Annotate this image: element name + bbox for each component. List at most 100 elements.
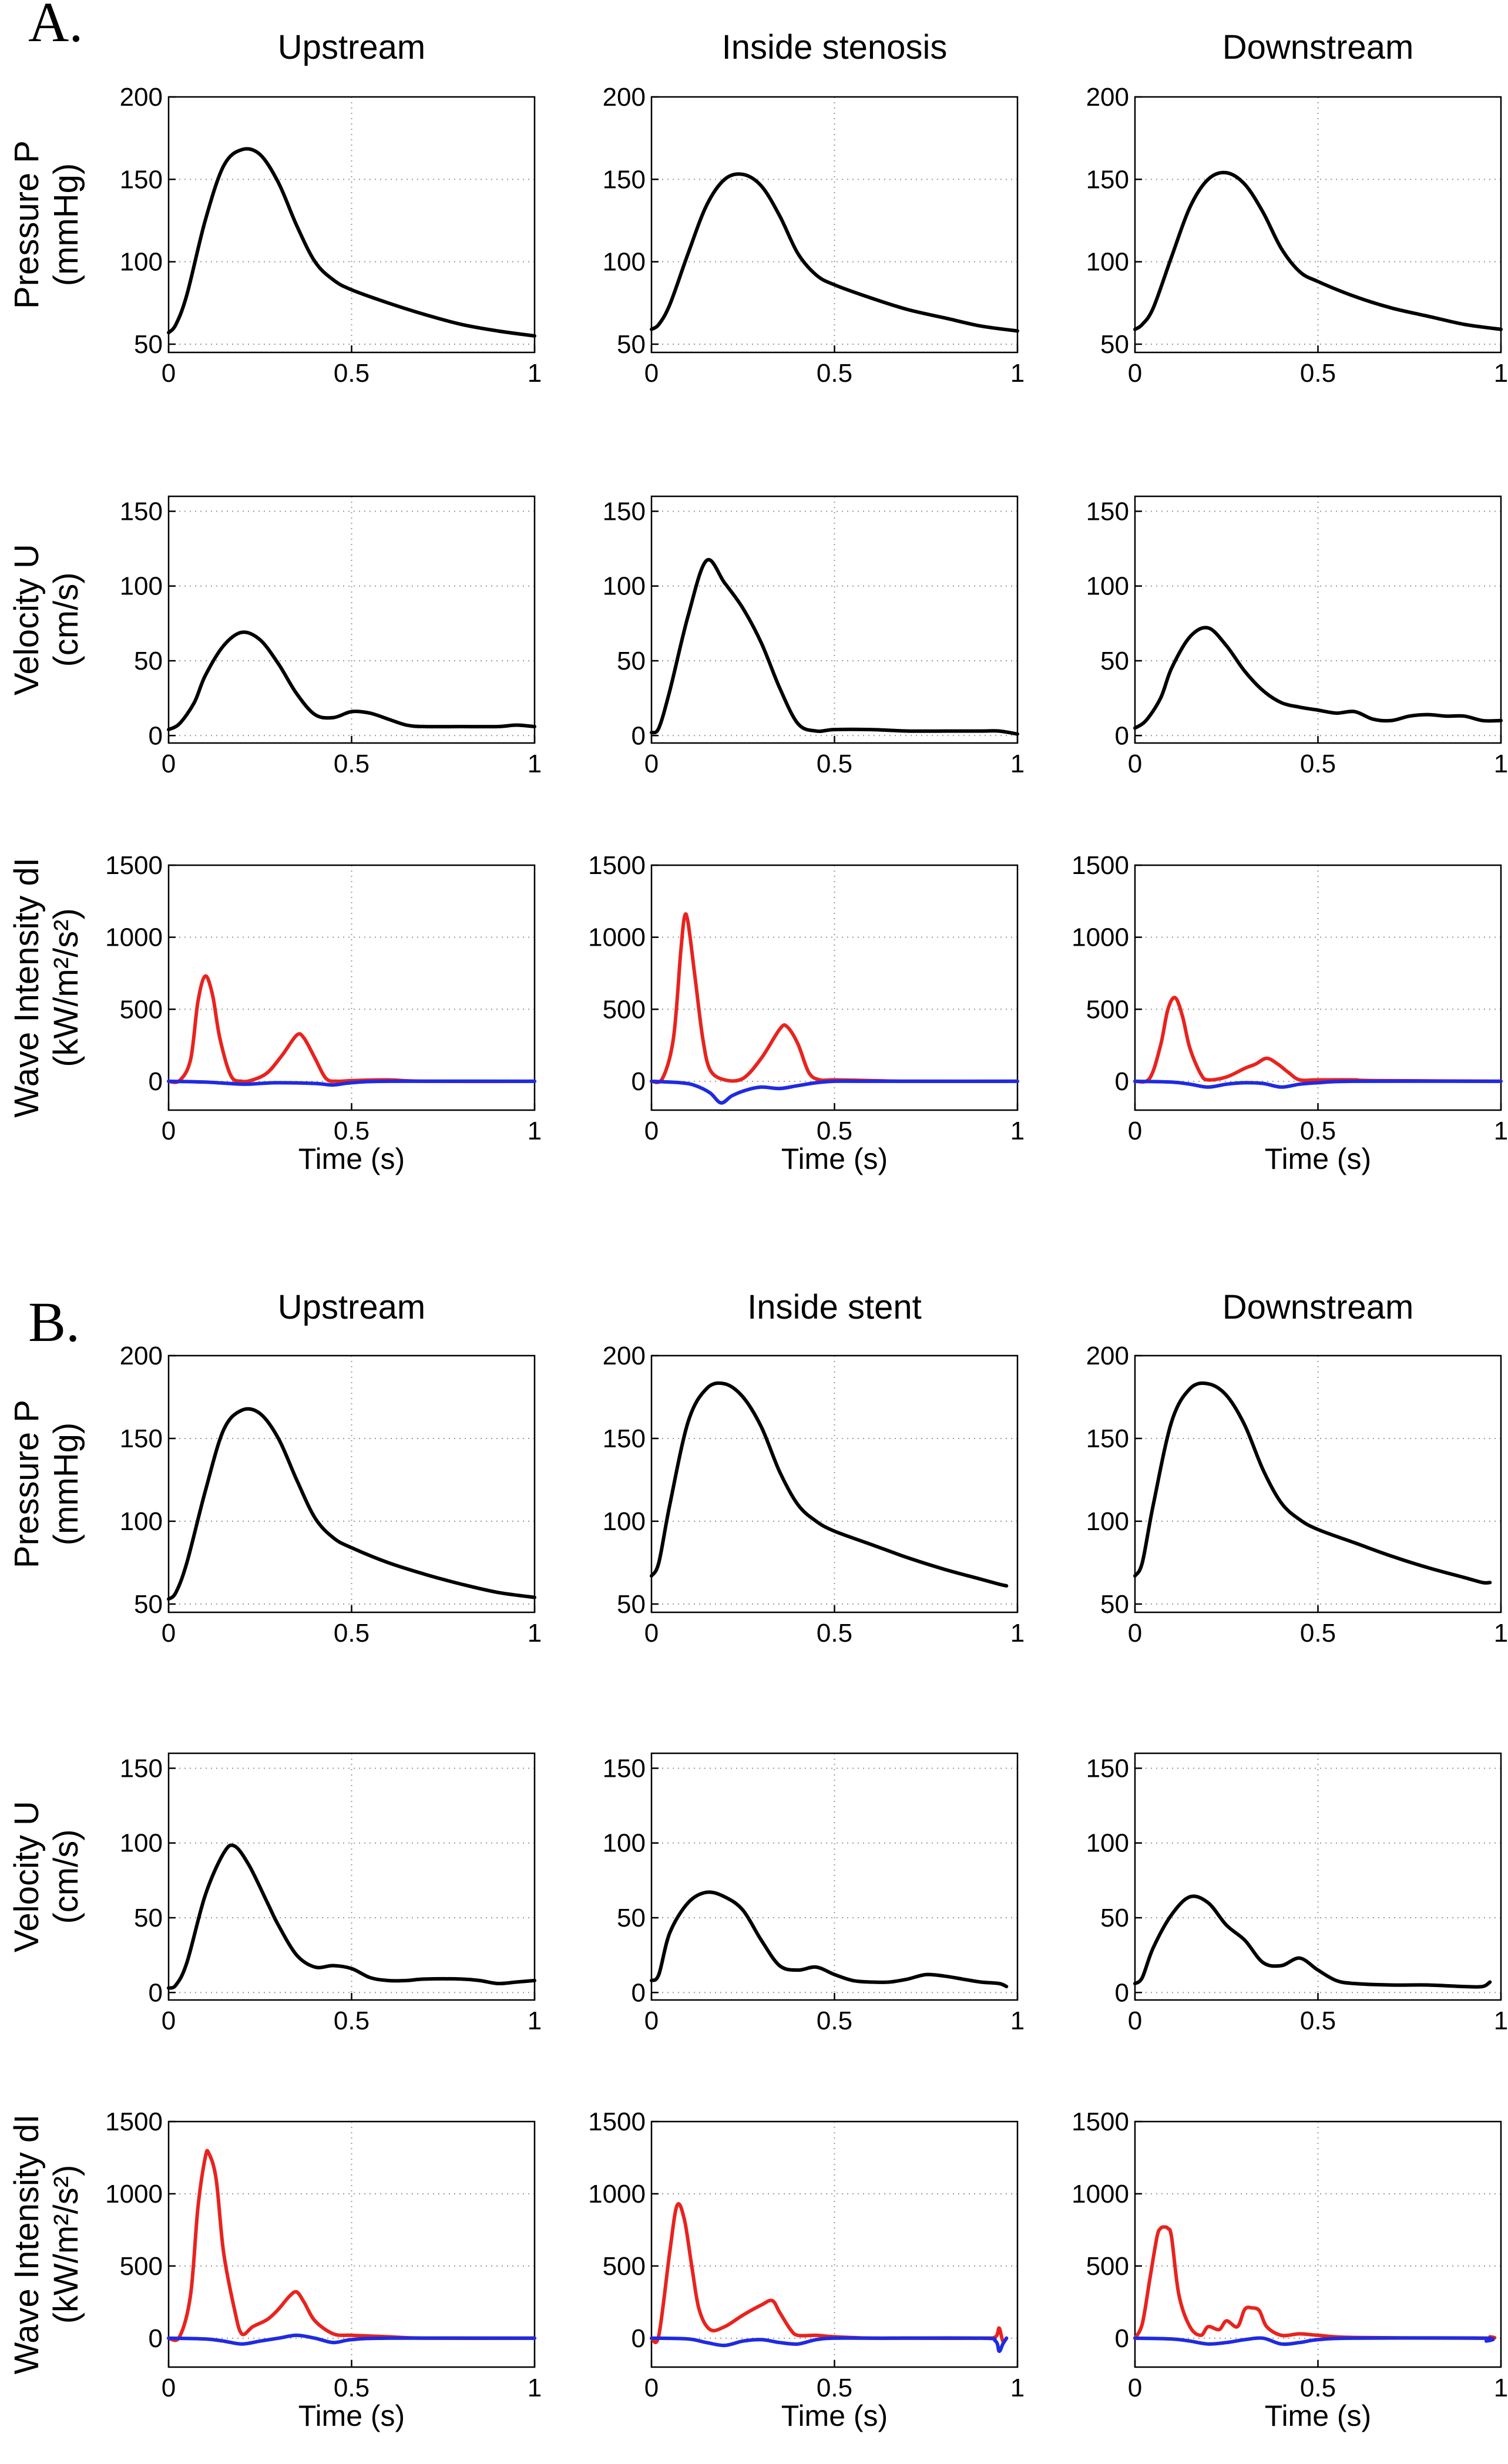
x-tick-label: 1 — [1494, 2374, 1508, 2402]
x-tick-label: 1 — [528, 1117, 542, 1145]
x-tick-label: 1 — [1494, 1117, 1508, 1145]
x-tick-label: 0.5 — [334, 359, 370, 388]
y-tick-label: 50 — [1100, 1904, 1129, 1932]
x-tick-label: 0 — [162, 749, 176, 778]
y-tick-label: 100 — [1086, 1507, 1129, 1536]
x-tick-label: 1 — [1010, 1619, 1025, 1648]
series-line — [1133, 170, 1503, 331]
y-tick-label: 50 — [134, 1590, 163, 1619]
series-line — [650, 557, 1019, 736]
series-line-forward — [1133, 2225, 1497, 2340]
series-line-forward — [167, 2149, 536, 2342]
y-tick-label: 150 — [603, 1424, 646, 1453]
series-line — [1133, 626, 1503, 730]
subplot: 0 50 100 150 0 0.5 1 — [603, 1752, 1025, 2035]
x-axis-label: Time (s) — [1265, 1142, 1371, 1175]
x-tick-label: 1 — [1494, 749, 1508, 778]
subplot: 0 50 100 150 0 0.5 1 — [1086, 495, 1508, 778]
y-tick-label: 50 — [617, 647, 646, 675]
y-tick-label: 1000 — [1072, 2180, 1129, 2208]
x-tick-label: 1 — [528, 1619, 542, 1648]
y-tick-label: 0 — [632, 2324, 646, 2353]
y-tick-label: 1000 — [588, 923, 646, 952]
column-title: Upstream — [278, 28, 425, 66]
y-tick-label: 1500 — [588, 851, 646, 880]
y-tick-label: 200 — [120, 1342, 163, 1370]
y-tick-label: 150 — [1086, 1754, 1129, 1783]
x-tick-label: 0 — [644, 2006, 659, 2035]
series-line-backward — [650, 2336, 1009, 2353]
y-tick-label: 1500 — [105, 2107, 163, 2136]
x-tick-label: 0 — [162, 359, 176, 388]
subplot: 50 100 150 200 0 0.5 1 — [603, 1342, 1025, 1648]
series-line-backward — [1133, 1079, 1503, 1089]
y-tick-label: 0 — [149, 1067, 163, 1096]
y-tick-label: 0 — [632, 721, 646, 750]
panel-a: A. Upstream Inside stenosis Downstream Press… — [8, 0, 1508, 1175]
column-title: Inside stent — [747, 1288, 922, 1326]
panel-b: B. Upstream Inside stent Downstream Pressure… — [8, 1288, 1508, 2432]
subplot: 0 50 100 150 0 0.5 1 — [1086, 1752, 1508, 2035]
y-tick-label: 100 — [1086, 248, 1129, 277]
y-tick-label: 150 — [603, 165, 646, 194]
y-tick-label: 100 — [603, 572, 646, 601]
y-tick-label: 100 — [120, 1507, 163, 1536]
y-tick-label: 200 — [120, 83, 163, 112]
x-tick-label: 0.5 — [1300, 1117, 1336, 1145]
y-axis-label: Velocity U — [8, 1801, 46, 1952]
x-tick-label: 0.5 — [1300, 2006, 1336, 2035]
y-tick-label: 50 — [1100, 647, 1129, 675]
y-tick-label: 50 — [134, 1904, 163, 1932]
y-axis-label: (cm/s) — [47, 572, 85, 667]
x-tick-label: 0.5 — [334, 1117, 370, 1145]
subplot: 0 50 100 150 0 0.5 1 — [120, 1752, 542, 2035]
x-tick-label: 1 — [1010, 2006, 1025, 2035]
y-tick-label: 1500 — [1072, 2107, 1129, 2136]
x-tick-label: 0.5 — [334, 749, 370, 778]
subplot: 50 100 150 200 0 0.5 1 — [1086, 83, 1508, 388]
x-tick-label: 0.5 — [1300, 2374, 1336, 2402]
x-tick-label: 0 — [162, 2374, 176, 2402]
x-tick-label: 1 — [528, 2374, 542, 2402]
y-tick-label: 1000 — [105, 923, 163, 952]
x-tick-label: 0 — [644, 749, 659, 778]
y-tick-label: 150 — [1086, 497, 1129, 526]
x-tick-label: 0 — [644, 1117, 659, 1145]
y-tick-label: 500 — [120, 2252, 163, 2281]
series-line-forward — [167, 974, 536, 1084]
x-tick-label: 0 — [162, 2006, 176, 2035]
y-tick-label: 50 — [617, 1904, 646, 1932]
y-axis-label: (kW/m²/s²) — [47, 908, 85, 1067]
x-tick-label: 0.5 — [817, 749, 852, 778]
x-tick-label: 1 — [1010, 1117, 1025, 1145]
y-tick-label: 0 — [1115, 721, 1129, 750]
y-tick-label: 0 — [1115, 1067, 1129, 1096]
series-line-backward — [650, 1079, 1019, 1105]
y-tick-label: 50 — [1100, 1590, 1129, 1619]
panel-letter: B. — [28, 1290, 80, 1353]
y-tick-label: 500 — [1086, 995, 1129, 1024]
x-tick-label: 0 — [162, 1619, 176, 1648]
x-tick-label: 1 — [528, 359, 542, 388]
y-tick-label: 1500 — [1072, 851, 1129, 880]
y-axis-label: Wave Intensity dI — [8, 2115, 46, 2375]
x-tick-label: 0.5 — [817, 1619, 852, 1648]
y-axis-label: Wave Intensity dI — [8, 858, 46, 1118]
x-axis-label: Time (s) — [298, 1142, 405, 1175]
x-tick-label: 1 — [1010, 2374, 1025, 2402]
y-tick-label: 100 — [603, 248, 646, 277]
y-tick-label: 100 — [1086, 572, 1129, 601]
y-tick-label: 500 — [603, 995, 646, 1024]
x-tick-label: 0.5 — [334, 2006, 370, 2035]
panel-letter: A. — [28, 0, 83, 53]
chart-root: A. Upstream Inside stenosis Downstream Press… — [8, 0, 1508, 2432]
x-tick-label: 0 — [644, 359, 659, 388]
y-tick-label: 0 — [632, 1978, 646, 2007]
series-line-backward — [1133, 2336, 1495, 2346]
y-tick-label: 0 — [149, 1978, 163, 2007]
y-axis-label: (cm/s) — [47, 1829, 85, 1924]
subplot: 50 100 150 200 0 0.5 1 — [603, 83, 1025, 388]
y-tick-label: 150 — [120, 165, 163, 194]
series-line-forward — [650, 2202, 1009, 2345]
